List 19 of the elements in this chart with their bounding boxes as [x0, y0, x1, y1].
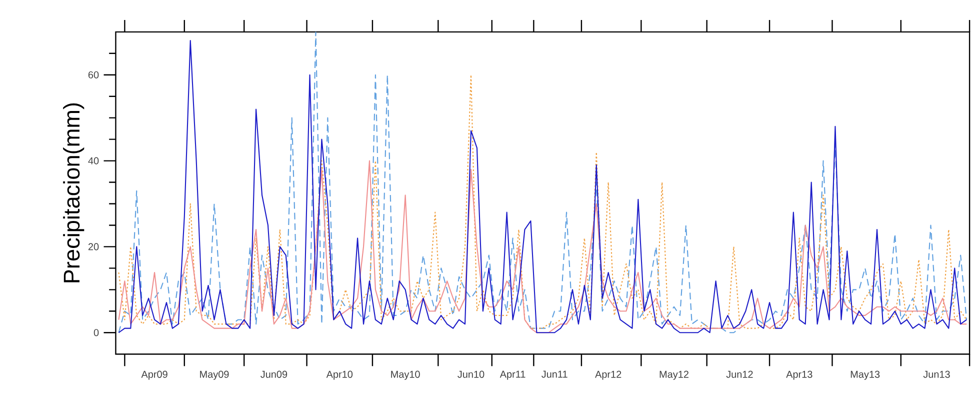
x-tick-label: May13	[850, 370, 880, 380]
x-tick-label: Jun13	[923, 370, 950, 378]
x-tick-label: Apr13	[786, 370, 812, 380]
y-tick-label: 0	[94, 329, 99, 336]
x-tick-label: May10	[391, 370, 420, 380]
x-tick-label: Jun12	[726, 370, 753, 378]
x-tick-label: May09	[200, 370, 229, 380]
y-axis-title: Precipitacion(mm)	[63, 103, 84, 282]
x-tick-label: May12	[660, 370, 688, 380]
x-tick-label: Jun10	[458, 370, 484, 378]
x-tick-label: Jun11	[542, 370, 568, 378]
x-tick-label: Apr11	[500, 370, 526, 380]
x-tick-label: Apr10	[326, 370, 353, 380]
y-tick-label: 40	[88, 157, 99, 164]
y-tick-label: 20	[88, 243, 99, 250]
x-tick-label: Apr12	[595, 370, 622, 380]
x-tick-label: Jun09	[260, 370, 288, 378]
y-tick-label: 60	[88, 71, 99, 78]
x-tick-label: Apr09	[141, 370, 168, 380]
